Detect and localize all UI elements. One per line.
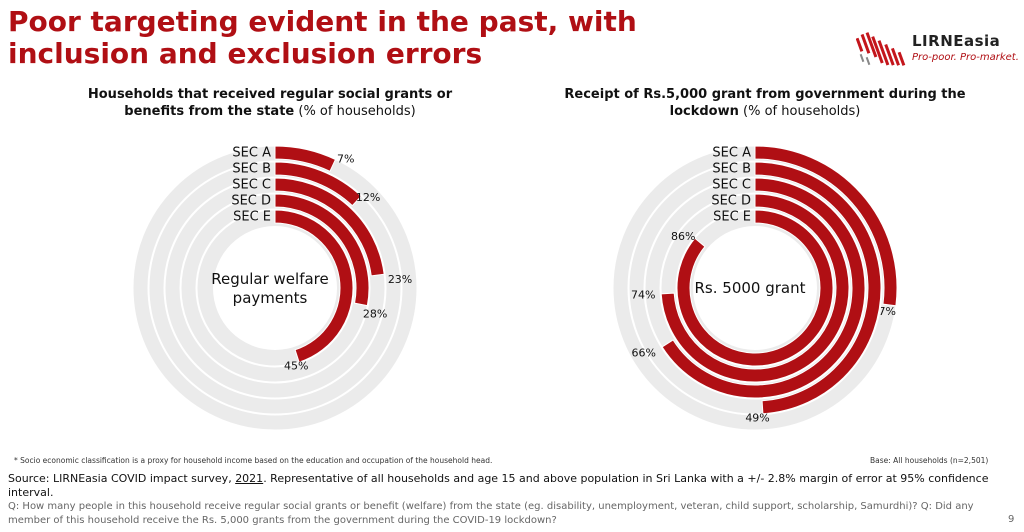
chart-1-bar-sec-c <box>274 177 385 277</box>
title-line-2: inclusion and exclusion errors <box>8 37 483 70</box>
chart-1-value-label: 28% <box>363 307 387 320</box>
logo-tagline: Pro-poor. Pro-market. <box>912 52 1019 63</box>
chart-2-group: SEC A27%SEC B49%SEC C66%SEC D74%SEC E86%… <box>611 144 899 432</box>
source-year: 2021 <box>235 472 264 485</box>
chart-2-bar-sec-e <box>676 209 834 367</box>
logo-name: LIRNEasia <box>912 32 1001 50</box>
chart-2-bar-sec-a <box>754 145 898 307</box>
slide-title: Poor targeting evident in the past, with… <box>8 6 768 70</box>
chart-1-category-label: SEC A <box>232 146 271 161</box>
source-note: Source: LIRNEasia COVID impact survey, 2… <box>8 472 998 500</box>
chart-2-category-label: SEC C <box>712 178 751 193</box>
base-note: Base: All households (n=2,501) <box>870 456 989 465</box>
chart-1-value-label: 23% <box>388 273 412 286</box>
chart-1-category-label: SEC B <box>232 162 271 177</box>
chart-2-bar-sec-c <box>661 177 866 399</box>
chart-1-bar-sec-a <box>274 145 337 172</box>
chart-1-category-label: SEC C <box>232 178 271 193</box>
chart-2-bar-sec-b <box>754 161 882 415</box>
title-line-1: Poor targeting evident in the past, with <box>8 5 637 38</box>
chart-2-value-label: 66% <box>631 346 655 359</box>
chart-1-bar-sec-b <box>274 161 362 207</box>
radial-bar-charts: SEC A 7% SEC B 12% SEC C 23% SEC D 28% SEC E 45% R… <box>131 144 899 432</box>
logo-mark-icon <box>855 32 906 66</box>
chart-1-category-label: SEC E <box>233 210 271 225</box>
chart-2-value-label: 74% <box>631 289 655 302</box>
chart-2-bar-sec-d <box>660 193 850 383</box>
chart-1-category-label: SEC D <box>231 194 271 209</box>
chart-1-bar-sec-d <box>274 193 370 307</box>
survey-questions: Q: How many people in this household rec… <box>8 501 974 526</box>
chart-2-title: Receipt of Rs.5,000 grant from governmen… <box>555 86 975 120</box>
chart-2-value-label: 49% <box>745 412 769 425</box>
chart-2-center <box>693 226 817 350</box>
chart-2-title-unit: (% of households) <box>743 104 861 119</box>
source-text-start: Source: LIRNEasia COVID impact survey, <box>8 472 236 485</box>
chart-1-group: SEC A 7% SEC B 12% SEC C 23% SEC D 28% SEC E 45% R… <box>131 144 419 432</box>
chart-1-center-label: payments <box>233 289 308 307</box>
chart-1-value-label: 7% <box>337 152 354 165</box>
chart-1-value-label: 12% <box>356 191 380 204</box>
lirneasia-logo: LIRNEasia Pro-poor. Pro-market. <box>855 30 1021 75</box>
page-number: 9 <box>1008 514 1015 525</box>
chart-2-category-label: SEC A <box>712 146 751 161</box>
chart-1-title: Households that received regular social … <box>60 86 480 120</box>
sec-footnote: * Socio economic classification is a pro… <box>14 456 493 465</box>
source-text-end: . Representative of all households and a… <box>8 472 989 499</box>
chart-1-bar-sec-e <box>274 209 354 363</box>
chart-1-title-unit: (% of households) <box>298 104 416 119</box>
chart-2-value-label: 86% <box>671 230 695 243</box>
chart-1-title-text: Households that received regular social … <box>87 87 453 119</box>
chart-1-center <box>213 226 337 350</box>
chart-2-title-text: Receipt of Rs.5,000 grant from governmen… <box>564 87 966 119</box>
chart-1-value-label: 45% <box>284 360 308 373</box>
chart-2-category-label: SEC B <box>712 162 751 177</box>
chart-1-center-label: Regular welfare <box>211 270 329 288</box>
chart-2-category-label: SEC E <box>713 210 751 225</box>
chart-2-category-label: SEC D <box>711 194 751 209</box>
chart-2-center-label: Rs. 5000 grant <box>695 279 806 297</box>
